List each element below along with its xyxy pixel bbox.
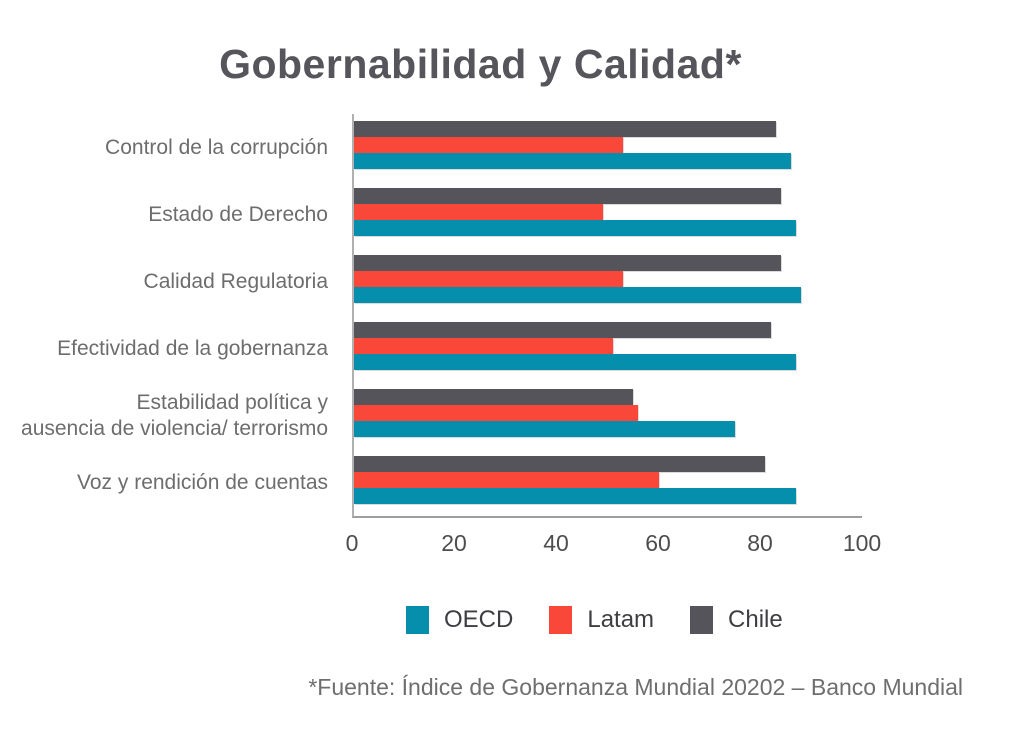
plot-area [352,114,862,518]
bar-chile [354,322,771,338]
chart-title: Gobernabilidad y Calidad* [219,41,742,87]
bar-chart: Control de la corrupción Estado de Derech… [0,114,1009,518]
bar-latam [354,405,639,421]
legend-item-oecd: OECD [406,606,513,634]
bar-oecd [354,421,735,437]
legend-label: Latam [587,606,655,633]
legend-swatch-chile [690,606,714,634]
bar-latam [354,338,614,354]
bar-latam [354,137,624,153]
x-axis-tick-label: 60 [645,530,671,556]
bar-group [354,248,862,315]
bar-chile [354,456,766,472]
bar-group [354,449,862,516]
bar-latam [354,472,659,488]
legend-swatch-oecd [406,606,429,634]
bar-chile [354,121,776,137]
bar-oecd [354,220,796,236]
bar-group [354,181,862,248]
bar-group [354,315,862,382]
source-footnote: *Fuente: Índice de Gobernanza Mundial 20… [308,674,963,700]
legend-label: OECD [444,606,514,633]
x-axis-tick-label: 40 [543,530,569,556]
legend: OECD Latam Chile [406,606,1009,634]
x-axis-tick-label: 0 [345,530,359,556]
bar-chile [354,188,781,204]
bar-chile [354,389,634,405]
x-axis-tick-label: 100 [842,530,882,556]
legend-swatch-latam [549,606,573,634]
category-label: Control de la corrupción [105,135,328,159]
bar-group [354,382,862,449]
category-label: Efectividad de la gobernanza [57,336,328,360]
bar-oecd [354,287,802,303]
x-axis: 0 20 40 60 80 100 [346,518,882,562]
x-axis-tick-label: 20 [441,530,467,556]
bar-chile [354,255,781,271]
bar-oecd [354,354,796,370]
category-label: Estado de Derecho [148,202,328,226]
bar-latam [354,271,624,287]
category-labels-column: Control de la corrupción Estado de Derech… [0,114,352,518]
x-axis-tick-label: 80 [747,530,773,556]
bar-oecd [354,488,796,504]
bar-oecd [354,153,791,169]
category-label: Voz y rendición de cuentas [77,470,328,494]
bar-group [354,114,862,181]
legend-label: Chile [728,606,783,633]
bar-latam [354,204,603,220]
legend-item-chile: Chile [690,606,783,634]
category-label: Calidad Regulatoria [143,269,328,293]
category-label: Estabilidad política y ausencia de violen… [21,390,328,440]
legend-item-latam: Latam [549,606,654,634]
